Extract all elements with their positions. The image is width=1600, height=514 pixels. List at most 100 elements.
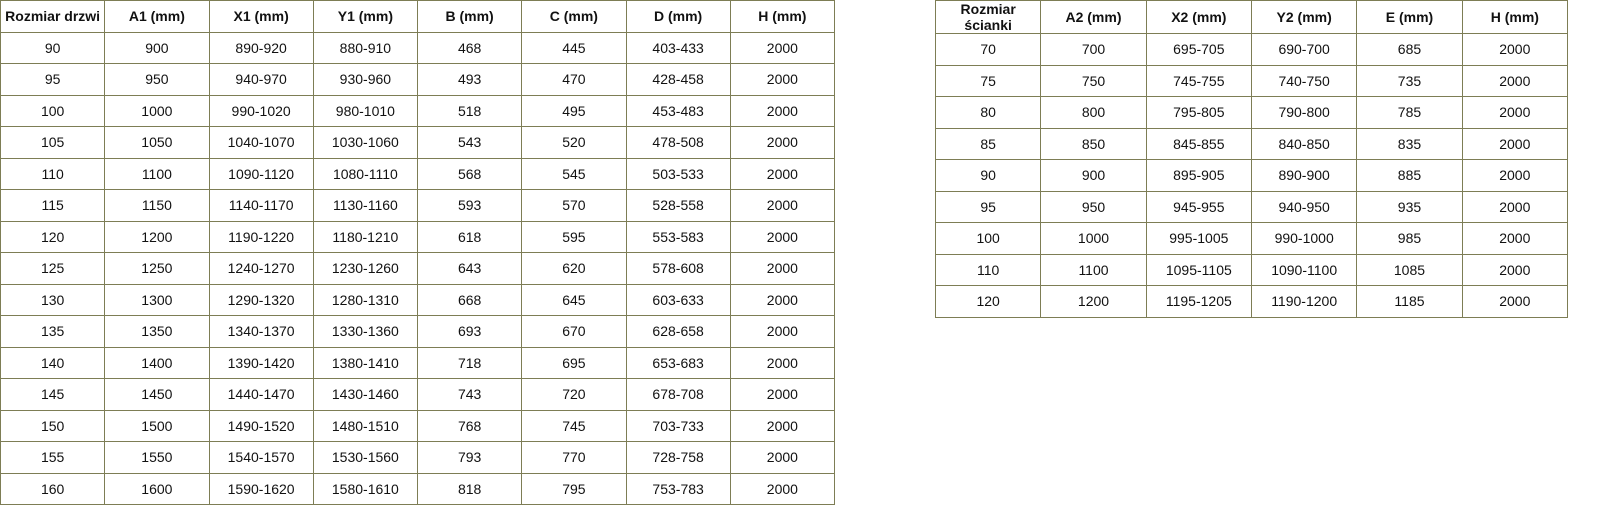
table-cell: 1085	[1356, 253, 1463, 286]
table-cell: 1090-1120	[208, 157, 314, 190]
table-cell: 690-700	[1250, 33, 1358, 66]
table-cell: 940-950	[1250, 190, 1358, 223]
table-cell: 2000	[729, 441, 836, 474]
table-cell: 1080-1110	[312, 157, 419, 190]
table-cell: 768	[416, 409, 523, 442]
table-cell: 643	[416, 252, 523, 285]
table-cell: 110	[0, 157, 106, 190]
table-row: 155 1550 1540-1570 1530-1560 793 770 728-758 20…	[0, 441, 836, 474]
table-row: 130 1300 1290-1320 1280-1310 668 645 603-633 20…	[0, 283, 836, 316]
table-cell: 95	[934, 190, 1042, 223]
table-cell: 1280-1310	[312, 283, 419, 316]
table-cell: 930-960	[312, 63, 419, 96]
door-size-table: Rozmiar drzwi A1 (mm) X1 (mm) Y1 (mm) B (mm)…	[0, 0, 836, 505]
table-cell: 1490-1520	[208, 409, 314, 442]
table-cell: 1100	[104, 157, 210, 190]
table-cell: 743	[416, 378, 523, 411]
table-cell: 735	[1356, 64, 1463, 97]
table-row: 160 1600 1590-1620 1580-1610 818 795 753-783 20…	[0, 472, 836, 505]
table-cell: 695-705	[1145, 33, 1252, 66]
header-row: Rozmiar drzwi A1 (mm) X1 (mm) Y1 (mm) B (mm)…	[0, 0, 836, 33]
table-cell: 995-1005	[1145, 222, 1252, 255]
table-cell: 720	[521, 378, 627, 411]
table-cell: 2000	[729, 31, 836, 64]
table-cell: 840-850	[1250, 127, 1358, 160]
table-cell: 653-683	[625, 346, 731, 379]
table-cell: 603-633	[625, 283, 731, 316]
table-cell: 528-558	[625, 189, 731, 222]
table-cell: 990-1020	[208, 94, 314, 127]
table-cell: 890-920	[208, 31, 314, 64]
table-cell: 668	[416, 283, 523, 316]
table-cell: 160	[0, 472, 106, 505]
table-cell: 1150	[104, 189, 210, 222]
table-cell: 2000	[729, 126, 836, 159]
table-cell: 445	[521, 31, 627, 64]
table-cell: 468	[416, 31, 523, 64]
table-cell: 1400	[104, 346, 210, 379]
table-cell: 895-905	[1145, 159, 1252, 192]
table-row: 70 700 695-705 690-700 685 2000	[934, 33, 1569, 66]
table-cell: 80	[934, 96, 1042, 129]
table-cell: 645	[521, 283, 627, 316]
table-row: 105 1050 1040-1070 1030-1060 543 520 478-508 20…	[0, 126, 836, 159]
column-header: Y2 (mm)	[1250, 0, 1358, 34]
table-cell: 1240-1270	[208, 252, 314, 285]
table-row: 100 1000 990-1020 980-1010 518 495 453-483 2000	[0, 94, 836, 127]
table-cell: 90	[934, 159, 1042, 192]
table-cell: 703-733	[625, 409, 731, 442]
table-cell: 493	[416, 63, 523, 96]
table-cell: 495	[521, 94, 627, 127]
table-cell: 100	[934, 222, 1042, 255]
table-cell: 568	[416, 157, 523, 190]
table-row: 125 1250 1240-1270 1230-1260 643 620 578-608 20…	[0, 252, 836, 285]
table-cell: 980-1010	[312, 94, 419, 127]
table-cell: 1190-1220	[208, 220, 314, 253]
table-cell: 718	[416, 346, 523, 379]
table-row: 115 1150 1140-1170 1130-1160 593 570 528-558 20…	[0, 189, 836, 222]
table-cell: 670	[521, 315, 627, 348]
table-cell: 745	[521, 409, 627, 442]
column-header: D (mm)	[625, 0, 731, 33]
column-header: B (mm)	[416, 0, 523, 33]
table-cell: 570	[521, 189, 627, 222]
table-cell: 620	[521, 252, 627, 285]
table-cell: 2000	[729, 252, 836, 285]
table-row: 75 750 745-755 740-750 735 2000	[934, 64, 1569, 97]
table-row: 120 1200 1190-1220 1180-1210 618 595 553-583 20…	[0, 220, 836, 253]
header-row: Rozmiar ścianki A2 (mm) X2 (mm) Y2 (mm) E (m…	[934, 0, 1569, 34]
table-cell: 1600	[104, 472, 210, 505]
table-cell: 890-900	[1250, 159, 1358, 192]
table-cell: 130	[0, 283, 106, 316]
table-cell: 940-970	[208, 63, 314, 96]
table-cell: 845-855	[1145, 127, 1252, 160]
table-cell: 1590-1620	[208, 472, 314, 505]
table-cell: 518	[416, 94, 523, 127]
column-header: A2 (mm)	[1040, 0, 1147, 34]
table-cell: 1090-1100	[1250, 253, 1358, 286]
table-cell: 1000	[104, 94, 210, 127]
table-cell: 2000	[1461, 285, 1569, 318]
table-cell: 1290-1320	[208, 283, 314, 316]
table-cell: 693	[416, 315, 523, 348]
table-cell: 75	[934, 64, 1042, 97]
table-cell: 1390-1420	[208, 346, 314, 379]
table-cell: 1185	[1356, 285, 1463, 318]
table-row: 145 1450 1440-1470 1430-1460 743 720 678-708 20…	[0, 378, 836, 411]
table-cell: 678-708	[625, 378, 731, 411]
table-cell: 835	[1356, 127, 1463, 160]
table-cell: 950	[1040, 190, 1147, 223]
table-cell: 2000	[1461, 159, 1569, 192]
table-cell: 2000	[729, 409, 836, 442]
table-cell: 2000	[729, 346, 836, 379]
table-row: 85 850 845-855 840-850 835 2000	[934, 127, 1569, 160]
table-cell: 1030-1060	[312, 126, 419, 159]
table-cell: 100	[0, 94, 106, 127]
table-cell: 1330-1360	[312, 315, 419, 348]
table-cell: 115	[0, 189, 106, 222]
table-row: 100 1000 995-1005 990-1000 985 2000	[934, 222, 1569, 255]
table-cell: 135	[0, 315, 106, 348]
table-cell: 2000	[729, 283, 836, 316]
table-cell: 553-583	[625, 220, 731, 253]
table-cell: 1100	[1040, 253, 1147, 286]
